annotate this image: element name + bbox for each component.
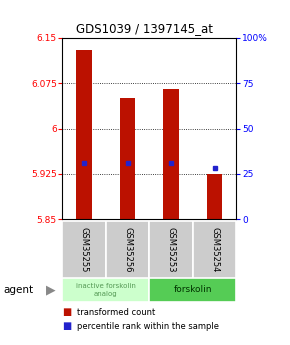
Text: GSM35255: GSM35255 bbox=[79, 227, 89, 272]
Text: ▶: ▶ bbox=[46, 283, 56, 296]
Bar bbox=[193, 221, 236, 278]
Bar bbox=[62, 278, 149, 302]
Text: forskolin: forskolin bbox=[174, 285, 212, 294]
Bar bbox=[149, 221, 193, 278]
Text: percentile rank within the sample: percentile rank within the sample bbox=[77, 322, 219, 331]
Bar bbox=[106, 221, 149, 278]
Text: ■: ■ bbox=[62, 321, 72, 331]
Bar bbox=[207, 174, 222, 219]
Bar bbox=[62, 221, 106, 278]
Text: GSM35253: GSM35253 bbox=[166, 227, 176, 272]
Text: agent: agent bbox=[3, 285, 33, 295]
Text: GSM35256: GSM35256 bbox=[123, 227, 132, 272]
Text: inactive forskolin
analog: inactive forskolin analog bbox=[76, 283, 136, 297]
Bar bbox=[120, 98, 135, 219]
Text: GDS1039 / 1397145_at: GDS1039 / 1397145_at bbox=[77, 22, 213, 36]
Text: GSM35254: GSM35254 bbox=[210, 227, 219, 272]
Text: transformed count: transformed count bbox=[77, 308, 155, 317]
Bar bbox=[149, 278, 236, 302]
Bar bbox=[164, 89, 179, 219]
Bar bbox=[77, 50, 92, 219]
Text: ■: ■ bbox=[62, 307, 72, 317]
